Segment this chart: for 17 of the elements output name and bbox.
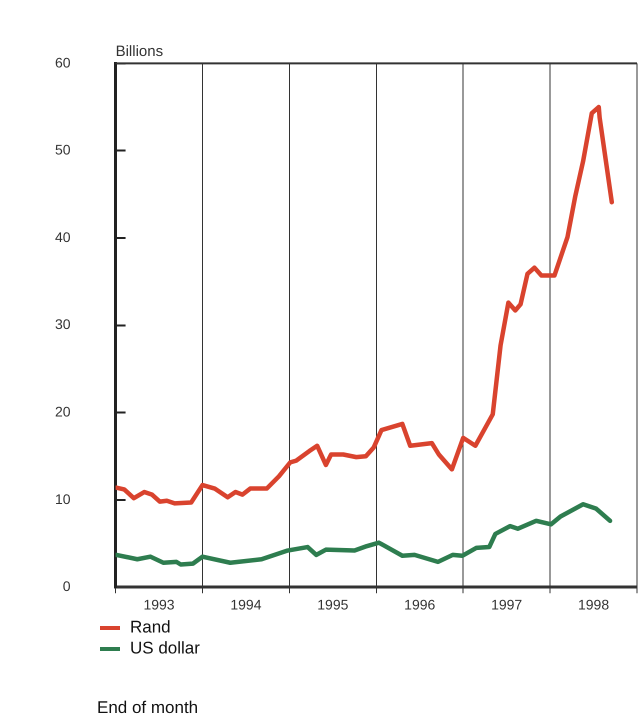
y-tick-label: 60 xyxy=(54,54,71,70)
y-tick-label: 30 xyxy=(54,316,71,332)
x-tick-label: 1998 xyxy=(578,596,610,612)
x-tick-label: 1995 xyxy=(317,596,349,612)
x-tick-label: 1996 xyxy=(404,596,436,612)
y-tick-label: 40 xyxy=(54,228,71,245)
y-tick-label: 0 xyxy=(62,578,71,594)
x-tick-label: 1997 xyxy=(491,596,522,612)
y-tick-label: 50 xyxy=(54,142,71,158)
y-tick-label: 10 xyxy=(54,490,71,507)
legend-label: Rand xyxy=(130,618,171,637)
y-tick-label: 20 xyxy=(54,403,71,420)
legend-label: US dollar xyxy=(130,638,200,658)
y-axis-title: Billions xyxy=(116,43,164,60)
text: End of month xyxy=(97,698,198,717)
x-tick-label: 1993 xyxy=(143,596,175,612)
x-tick-label: 1994 xyxy=(230,596,262,612)
